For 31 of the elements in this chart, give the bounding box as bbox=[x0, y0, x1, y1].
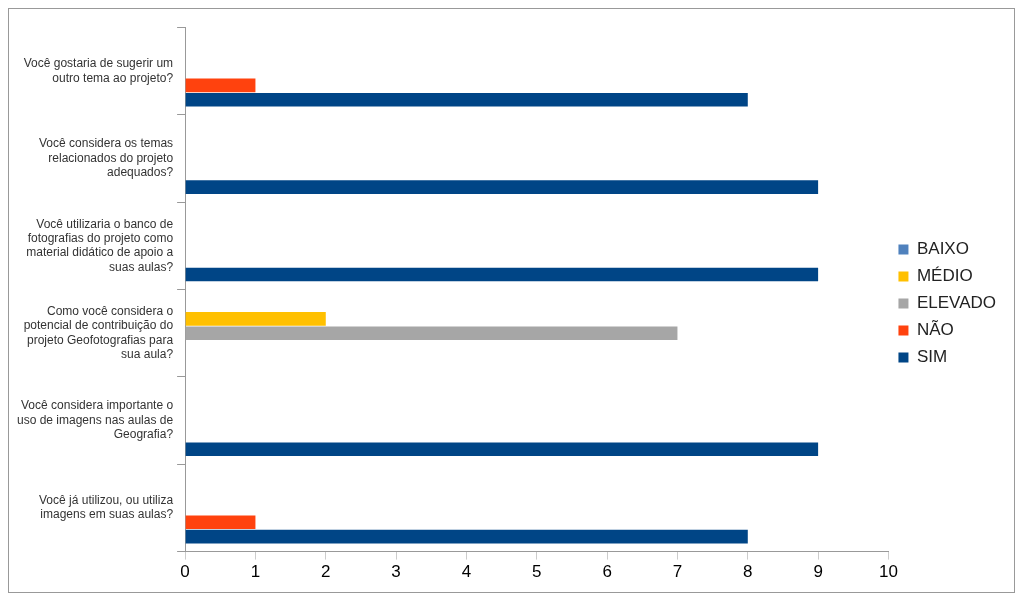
bar bbox=[185, 180, 819, 194]
x-tick-label: 0 bbox=[180, 562, 190, 582]
x-tick-label: 7 bbox=[672, 562, 683, 582]
x-tick-label: 1 bbox=[250, 562, 261, 582]
x-tick-label: 5 bbox=[532, 562, 542, 582]
x-tick-label: 10 bbox=[878, 562, 898, 582]
y-tick-label: Você considera os temas relacionados do projeto adequados? bbox=[39, 136, 174, 180]
x-tick-label: 8 bbox=[743, 562, 753, 582]
bar bbox=[185, 442, 819, 457]
bar bbox=[185, 267, 819, 282]
y-tick-label: Você utilizaria o banco de fotografias do projeto como material didático de apoio a suas aulas? bbox=[26, 216, 174, 274]
bar bbox=[185, 92, 748, 107]
bar bbox=[185, 312, 326, 326]
x-tick-label: 6 bbox=[602, 562, 612, 582]
legend-label: ELEVADO bbox=[916, 293, 997, 313]
legend-label: BAIXO bbox=[916, 239, 969, 259]
y-tick-label: Você considera importante o uso de imagens nas aulas de Geografia? bbox=[17, 398, 174, 442]
bar bbox=[185, 78, 256, 93]
x-tick-label: 4 bbox=[461, 562, 472, 582]
x-tick-label: 3 bbox=[391, 562, 401, 582]
bar bbox=[185, 529, 748, 544]
legend-label: NÃO bbox=[916, 320, 954, 340]
y-tick-label: Você já utilizou, ou utiliza imagens em suas aulas? bbox=[39, 493, 174, 522]
x-tick-label: 2 bbox=[321, 562, 331, 582]
bar bbox=[185, 326, 678, 340]
y-tick-label: Você gostaria de sugerir um outro tema ao projeto? bbox=[23, 56, 174, 85]
legend-label: SIM bbox=[916, 347, 948, 367]
legend-label: MÉDIO bbox=[916, 266, 973, 286]
y-tick-label: Como você considera o potencial de contribuição do projeto Geofotografias para sua aula? bbox=[23, 303, 174, 362]
bar bbox=[185, 515, 256, 530]
x-tick-label: 9 bbox=[813, 562, 823, 582]
